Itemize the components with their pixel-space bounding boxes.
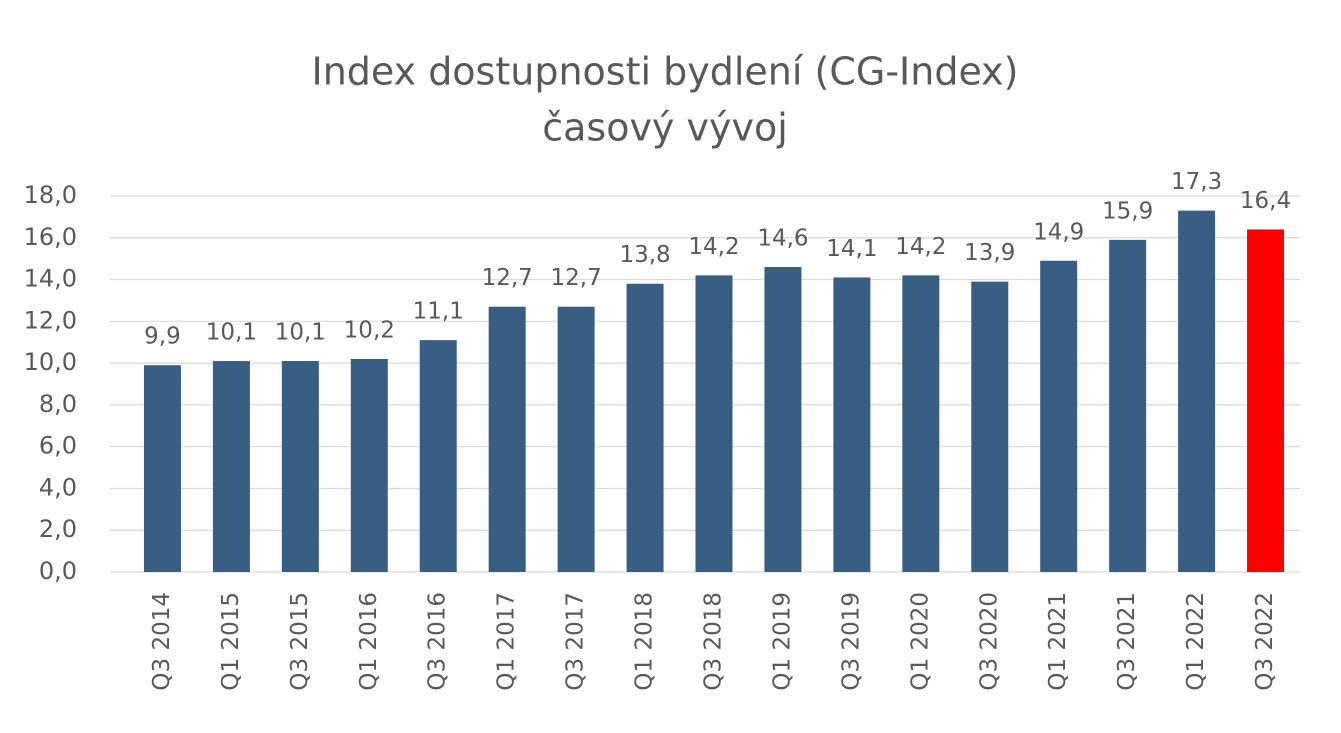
y-tick-label: 12,0 — [24, 306, 77, 334]
x-tick-label: Q1 2019 — [769, 592, 795, 691]
x-tick-label: Q1 2022 — [1183, 592, 1209, 691]
y-tick-label: 10,0 — [24, 348, 77, 376]
value-label: 16,4 — [1240, 188, 1291, 214]
value-label: 13,8 — [619, 242, 670, 268]
value-label: 14,2 — [688, 234, 739, 260]
bar — [350, 358, 388, 572]
chart-subtitle: časový vývoj — [542, 106, 788, 150]
x-tick-label: Q1 2021 — [1045, 592, 1071, 691]
value-label: 9,9 — [144, 324, 181, 350]
value-label: 11,1 — [413, 299, 464, 325]
y-tick-label: 6,0 — [39, 432, 77, 460]
value-label: 13,9 — [964, 240, 1015, 266]
x-tick-label: Q3 2015 — [287, 592, 313, 691]
bar — [764, 267, 802, 572]
x-tick-label: Q1 2017 — [494, 592, 520, 691]
x-tick-label: Q1 2016 — [356, 592, 382, 691]
bar — [1178, 210, 1216, 572]
x-tick-label: Q3 2014 — [149, 592, 175, 691]
y-tick-label: 14,0 — [24, 265, 77, 293]
bar — [557, 306, 595, 572]
x-tick-label: Q3 2017 — [563, 592, 589, 691]
bar — [626, 283, 664, 572]
x-tick-label: Q3 2021 — [1114, 592, 1140, 691]
value-label: 10,2 — [344, 317, 395, 343]
value-label: 14,9 — [1033, 219, 1084, 245]
bar — [143, 365, 181, 572]
y-tick-label: 16,0 — [24, 223, 77, 251]
x-tick-label: Q1 2018 — [632, 592, 658, 691]
value-label: 15,9 — [1102, 198, 1153, 224]
y-tick-label: 18,0 — [24, 181, 77, 209]
x-tick-label: Q3 2018 — [701, 592, 727, 691]
bar — [1040, 260, 1078, 572]
value-label: 17,3 — [1171, 169, 1222, 195]
bar — [212, 361, 250, 572]
bar — [902, 275, 940, 572]
chart-title: Index dostupnosti bydlení (CG-Index) — [312, 50, 1019, 94]
bar — [281, 361, 319, 572]
x-tick-label: Q3 2020 — [976, 592, 1002, 691]
bar — [419, 340, 457, 572]
x-tick-label: Q3 2016 — [425, 592, 451, 691]
x-tick-label: Q3 2022 — [1252, 592, 1278, 691]
y-tick-label: 0,0 — [39, 557, 77, 585]
bar — [1109, 239, 1147, 572]
bar — [833, 277, 871, 572]
value-label: 10,1 — [206, 320, 257, 346]
bar — [488, 306, 526, 572]
bar — [1247, 229, 1285, 572]
y-tick-label: 2,0 — [39, 515, 77, 543]
bar — [971, 281, 1009, 572]
value-label: 14,6 — [757, 226, 808, 252]
value-label: 12,7 — [551, 265, 602, 291]
bar — [695, 275, 733, 572]
x-tick-label: Q3 2019 — [838, 592, 864, 691]
value-label: 12,7 — [482, 265, 533, 291]
value-label: 10,1 — [275, 320, 326, 346]
value-label: 14,2 — [895, 234, 946, 260]
y-tick-label: 4,0 — [39, 473, 77, 501]
x-tick-label: Q1 2015 — [218, 592, 244, 691]
value-label: 14,1 — [826, 236, 877, 262]
y-tick-label: 8,0 — [39, 390, 77, 418]
x-tick-label: Q1 2020 — [907, 592, 933, 691]
